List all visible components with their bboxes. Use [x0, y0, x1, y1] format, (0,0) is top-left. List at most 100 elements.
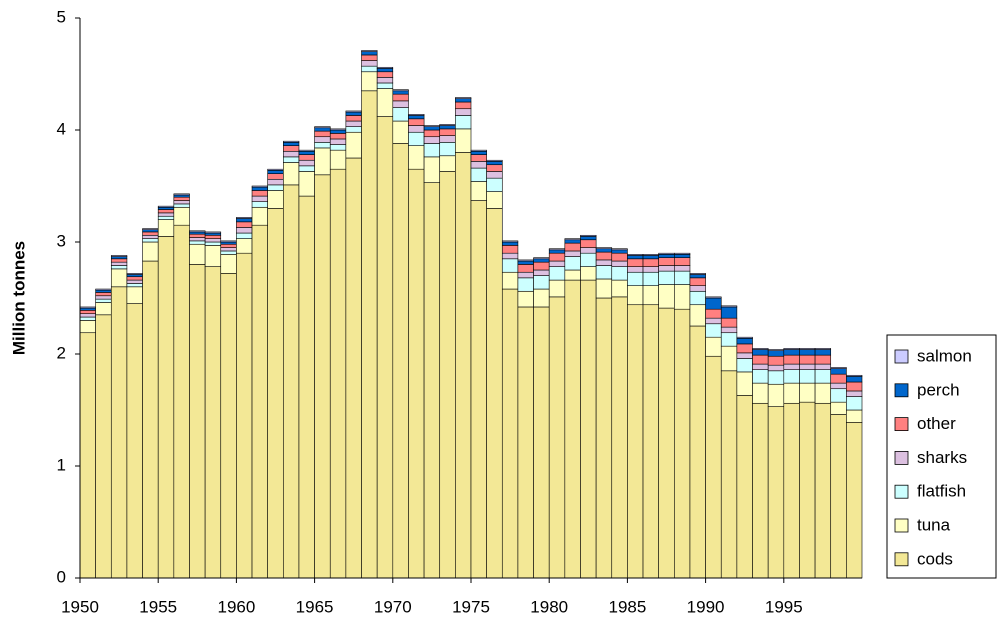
bar-segment [642, 271, 659, 286]
bar-segment [79, 310, 96, 314]
legend-label: cods [917, 549, 953, 568]
bar-segment [595, 297, 613, 579]
bar-segment [236, 221, 253, 228]
bar-segment [345, 120, 362, 127]
bar-segment [705, 297, 722, 310]
bar-segment [267, 168, 284, 171]
bar-segment [580, 239, 597, 248]
bar-segment [298, 159, 315, 167]
bar-segment [470, 150, 487, 155]
bar-segment [689, 285, 706, 292]
bar-segment [814, 354, 832, 365]
bar-segment [767, 406, 785, 579]
bar-segment [376, 68, 394, 73]
x-tick-label: 1970 [374, 597, 412, 616]
bar-segment [548, 260, 566, 267]
bar-segment [580, 236, 597, 241]
bar-segment [392, 100, 409, 108]
bar-segment [392, 107, 409, 122]
bar-segment [501, 245, 519, 254]
bar-segment [486, 208, 503, 579]
bar-segment [799, 349, 816, 356]
bar-segment [392, 90, 409, 95]
bar-segment [408, 115, 425, 120]
bar-segment [439, 128, 456, 136]
bar-segment [799, 354, 816, 365]
bar-segment [79, 306, 96, 309]
legend-swatch [894, 450, 909, 465]
bar-segment [486, 177, 503, 192]
bar-segment [283, 156, 300, 163]
bar-segment [611, 249, 628, 254]
bar-segment [611, 252, 628, 262]
bar-segment [329, 168, 347, 579]
bar-segment [79, 313, 96, 318]
bar-segment [720, 305, 738, 308]
bar-segment [752, 382, 769, 404]
bar-segment [564, 256, 581, 271]
bar-segment [783, 382, 800, 404]
bar-segment [455, 101, 472, 110]
bar-segment [126, 273, 143, 275]
bar-segment [220, 247, 237, 252]
bar-segment [595, 247, 613, 250]
bar-segment [627, 266, 644, 273]
bar-segment [423, 125, 441, 127]
bar-segment [642, 304, 659, 579]
bar-segment [611, 279, 628, 298]
bar-segment [658, 254, 675, 258]
bar-segment [455, 128, 472, 153]
bar-segment [236, 238, 253, 254]
bar-segment [345, 111, 362, 116]
bar-segment [251, 201, 268, 208]
bar-segment [814, 369, 832, 384]
bar-segment [595, 265, 613, 280]
bar-segment [376, 82, 394, 89]
bar-segment [846, 409, 863, 423]
bar-segment [220, 240, 237, 243]
legend-label: flatfish [917, 482, 966, 501]
bar-segment [674, 252, 691, 255]
bar-segment [267, 190, 284, 209]
legend-label: perch [917, 380, 960, 399]
bar-segment [189, 231, 206, 235]
bar-segment [329, 138, 347, 145]
bar-segment [345, 126, 362, 133]
bar-segment [173, 194, 190, 198]
bar-segment [814, 363, 832, 370]
bar-segment [705, 296, 722, 299]
bar-segment [142, 231, 159, 236]
x-tick-label: 1975 [452, 597, 490, 616]
bar-segment [564, 239, 581, 244]
bar-segment [705, 323, 722, 338]
bar-segment [95, 295, 112, 300]
bar-segment [173, 206, 190, 226]
bar-segment [767, 350, 785, 357]
bar-segment [580, 252, 597, 267]
bar-segment [830, 368, 847, 375]
bar-segment [455, 97, 472, 99]
bar-segment [705, 336, 722, 357]
bar-segment [361, 50, 378, 52]
legend-swatch [894, 484, 909, 499]
bar-segment [251, 195, 268, 202]
bar-segment [486, 171, 503, 179]
bar-segment [189, 264, 206, 579]
bar-segment [157, 206, 175, 210]
bar-segment [720, 326, 738, 334]
bar-segment [548, 296, 566, 579]
bar-segment [236, 252, 253, 579]
bar-segment [533, 258, 550, 263]
bar-segment [408, 168, 425, 579]
bar-segment [533, 288, 550, 308]
bar-segment [345, 110, 362, 113]
bar-segment [674, 270, 691, 285]
bar-segment [674, 265, 691, 272]
bar-segment [95, 289, 112, 293]
bar-segment [110, 256, 128, 260]
bar-segment [814, 348, 832, 350]
bar-segment [298, 149, 315, 152]
bar-segment [79, 332, 96, 579]
bar-segment [548, 279, 566, 298]
